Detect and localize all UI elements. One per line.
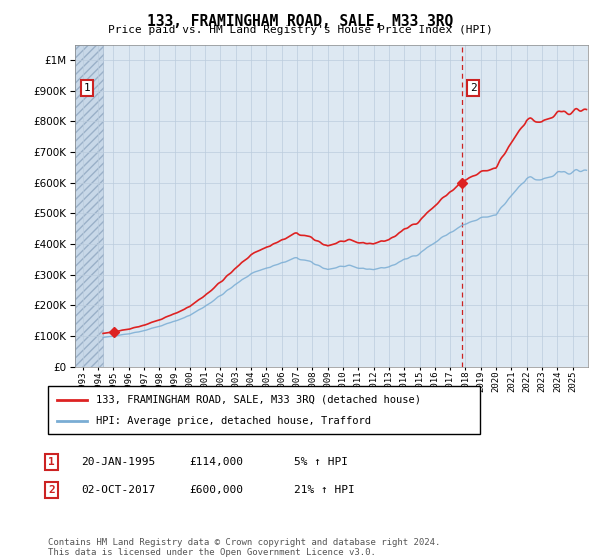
Text: 21% ↑ HPI: 21% ↑ HPI (294, 485, 355, 495)
Text: Contains HM Land Registry data © Crown copyright and database right 2024.
This d: Contains HM Land Registry data © Crown c… (48, 538, 440, 557)
Text: HPI: Average price, detached house, Trafford: HPI: Average price, detached house, Traf… (95, 416, 371, 426)
Text: 02-OCT-2017: 02-OCT-2017 (81, 485, 155, 495)
Text: 2: 2 (48, 485, 55, 495)
Text: 2: 2 (470, 83, 476, 93)
Text: £600,000: £600,000 (189, 485, 243, 495)
Bar (75, 45, 103, 367)
Text: 133, FRAMINGHAM ROAD, SALE, M33 3RQ: 133, FRAMINGHAM ROAD, SALE, M33 3RQ (147, 14, 453, 29)
Text: 5% ↑ HPI: 5% ↑ HPI (294, 457, 348, 467)
Text: £114,000: £114,000 (189, 457, 243, 467)
Text: 133, FRAMINGHAM ROAD, SALE, M33 3RQ (detached house): 133, FRAMINGHAM ROAD, SALE, M33 3RQ (det… (95, 395, 421, 405)
Text: 1: 1 (84, 83, 91, 93)
Text: Price paid vs. HM Land Registry's House Price Index (HPI): Price paid vs. HM Land Registry's House … (107, 25, 493, 35)
Text: 1: 1 (48, 457, 55, 467)
Text: 20-JAN-1995: 20-JAN-1995 (81, 457, 155, 467)
